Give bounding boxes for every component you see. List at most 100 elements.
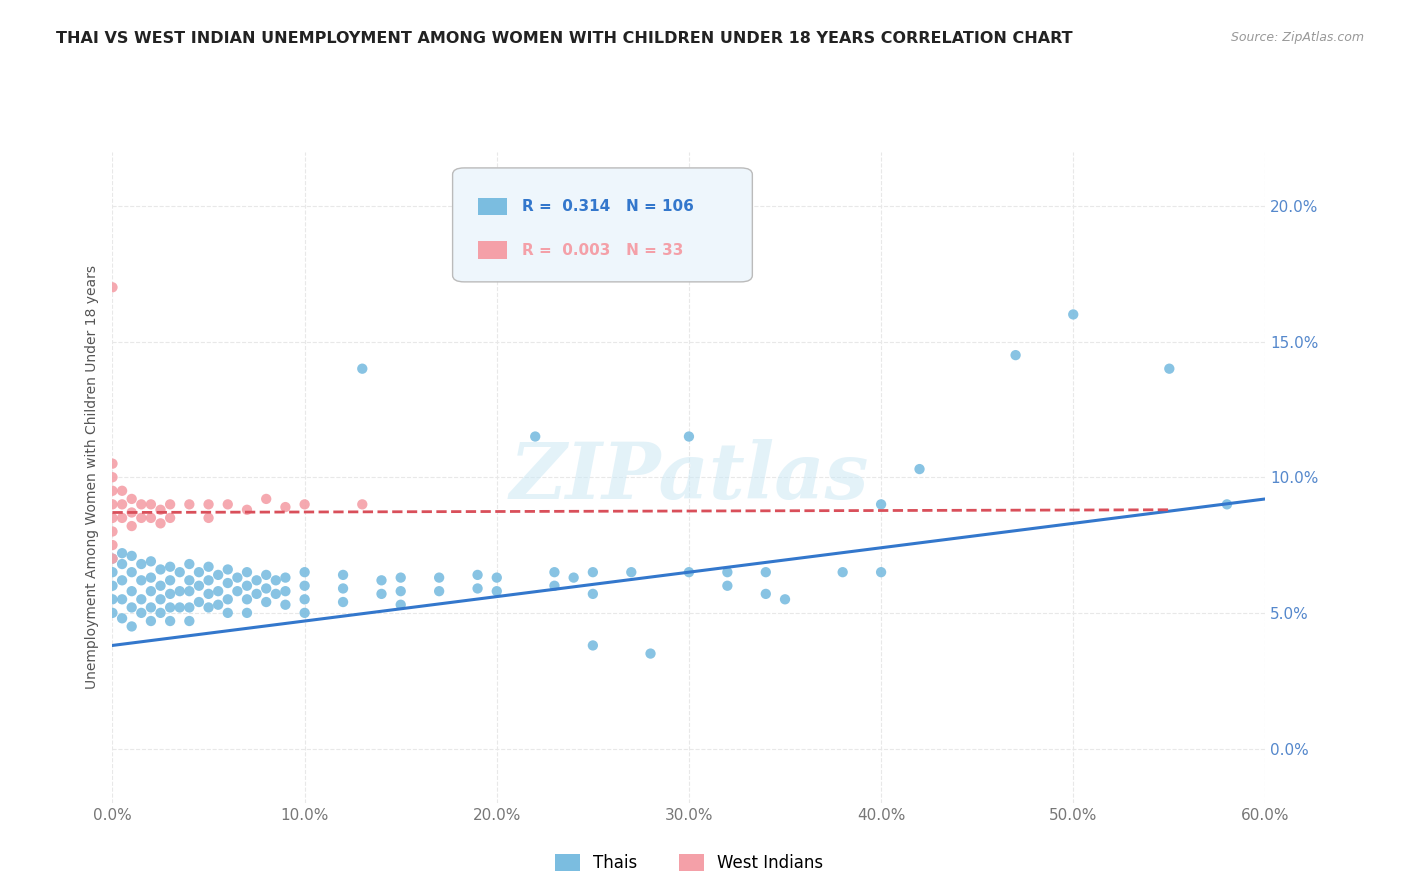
Point <box>908 462 931 476</box>
Point <box>187 579 211 593</box>
Point <box>187 565 211 579</box>
Point <box>207 598 229 612</box>
FancyBboxPatch shape <box>453 168 752 282</box>
Point <box>101 565 124 579</box>
Point <box>111 574 134 588</box>
Point <box>169 565 191 579</box>
Point <box>149 503 172 517</box>
Text: Source: ZipAtlas.com: Source: ZipAtlas.com <box>1230 31 1364 45</box>
Point <box>274 598 297 612</box>
Point <box>179 614 201 628</box>
Point <box>678 429 700 443</box>
Point <box>254 568 277 582</box>
Point <box>294 497 316 511</box>
Point <box>129 497 153 511</box>
Point <box>427 584 450 599</box>
Point <box>197 511 219 525</box>
Point <box>389 571 412 585</box>
Y-axis label: Unemployment Among Women with Children Under 18 years: Unemployment Among Women with Children U… <box>84 265 98 690</box>
Point <box>159 511 181 525</box>
Point <box>197 559 219 574</box>
Point <box>755 587 778 601</box>
Legend: Thais, West Indians: Thais, West Indians <box>548 847 830 880</box>
Text: THAI VS WEST INDIAN UNEMPLOYMENT AMONG WOMEN WITH CHILDREN UNDER 18 YEARS CORREL: THAI VS WEST INDIAN UNEMPLOYMENT AMONG W… <box>56 31 1073 46</box>
Point <box>332 595 354 609</box>
Point <box>582 565 605 579</box>
Point <box>294 579 316 593</box>
Point <box>179 584 201 599</box>
Point <box>245 574 267 588</box>
Point <box>101 524 124 539</box>
Point <box>159 600 181 615</box>
Point <box>139 571 162 585</box>
Point <box>111 546 134 560</box>
Point <box>370 587 392 601</box>
Point <box>1004 348 1026 362</box>
Point <box>254 582 277 596</box>
Point <box>274 500 297 514</box>
Point <box>129 511 153 525</box>
Point <box>179 497 201 511</box>
Point <box>217 562 239 576</box>
Point <box>226 571 249 585</box>
Point <box>485 584 508 599</box>
Point <box>264 574 287 588</box>
Point <box>620 565 643 579</box>
Point <box>187 595 211 609</box>
Point <box>236 606 259 620</box>
Point <box>139 584 162 599</box>
Point <box>139 511 162 525</box>
Point <box>294 565 316 579</box>
Point <box>101 606 124 620</box>
Point <box>207 568 229 582</box>
Point <box>716 579 738 593</box>
Point <box>264 587 287 601</box>
Point <box>236 592 259 607</box>
Point <box>217 606 239 620</box>
Point <box>121 506 143 520</box>
Point <box>101 511 124 525</box>
Point <box>582 639 605 653</box>
Text: R =  0.003   N = 33: R = 0.003 N = 33 <box>522 244 683 258</box>
Point <box>389 598 412 612</box>
Point <box>294 592 316 607</box>
Point <box>254 595 277 609</box>
Point <box>179 574 201 588</box>
Point <box>129 606 153 620</box>
Point <box>1062 307 1084 322</box>
Point <box>217 497 239 511</box>
Point <box>101 579 124 593</box>
Point <box>129 592 153 607</box>
Point <box>274 584 297 599</box>
Point <box>427 571 450 585</box>
Point <box>831 565 853 579</box>
Point <box>111 511 134 525</box>
Point <box>485 571 508 585</box>
Point <box>159 559 181 574</box>
FancyBboxPatch shape <box>478 241 506 259</box>
Point <box>121 565 143 579</box>
Point <box>169 584 191 599</box>
Point <box>197 587 219 601</box>
Point <box>121 519 143 533</box>
Point <box>236 579 259 593</box>
Point <box>101 592 124 607</box>
Point <box>370 574 392 588</box>
Point <box>139 497 162 511</box>
Point <box>159 614 181 628</box>
Point <box>197 600 219 615</box>
Point <box>139 554 162 568</box>
Point <box>169 600 191 615</box>
Point <box>236 565 259 579</box>
Point <box>217 576 239 591</box>
Point <box>352 497 374 511</box>
Point <box>139 600 162 615</box>
Point <box>254 491 277 506</box>
Point <box>149 606 172 620</box>
Point <box>149 579 172 593</box>
Point <box>149 562 172 576</box>
Point <box>352 361 374 376</box>
Text: R =  0.314   N = 106: R = 0.314 N = 106 <box>522 200 693 214</box>
Point <box>1159 361 1181 376</box>
Point <box>524 429 547 443</box>
